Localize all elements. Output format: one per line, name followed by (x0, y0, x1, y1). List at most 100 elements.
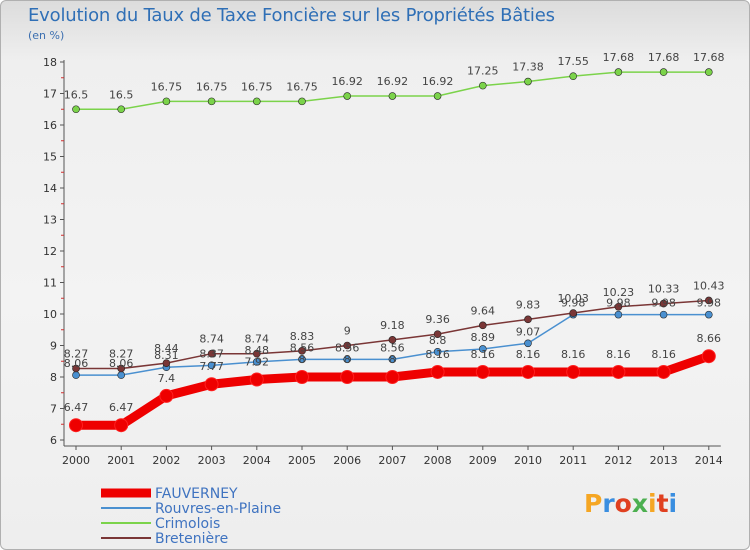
data-point-rouvres-en-plaine (659, 310, 668, 319)
data-label-crimolois: 16.92 (377, 75, 409, 88)
x-tick-label: 2008 (424, 454, 452, 467)
data-point-rouvres-en-plaine (298, 355, 306, 364)
y-tick-label: 15 (43, 151, 57, 164)
data-point-crimolois (433, 92, 442, 100)
data-point-breteni-re (704, 296, 713, 305)
logo-letter: i (648, 489, 657, 518)
data-label-crimolois: 17.68 (603, 51, 635, 64)
data-point-crimolois (207, 97, 216, 106)
data-point-fauverney (475, 364, 490, 379)
data-point-breteni-re (388, 336, 397, 344)
data-label-fauverney: 8 (389, 353, 396, 366)
logo-letter: r (602, 489, 615, 518)
data-point-fauverney (566, 364, 581, 379)
data-label-crimolois: 16.75 (286, 80, 318, 93)
data-point-crimolois (478, 81, 487, 90)
y-tick-label: 11 (43, 277, 57, 290)
x-tick-label: 2006 (333, 454, 361, 467)
data-point-crimolois (524, 77, 532, 86)
data-point-rouvres-en-plaine (614, 310, 623, 319)
data-point-crimolois (253, 97, 261, 106)
data-label-rouvres-en-plaine: 9.98 (561, 297, 586, 310)
data-label-rouvres-en-plaine: 8.37 (199, 347, 224, 360)
data-label-rouvres-en-plaine: 9.98 (697, 297, 722, 310)
data-point-fauverney (204, 377, 219, 392)
data-point-breteni-re (478, 321, 487, 330)
y-tick-label: 6 (50, 434, 57, 447)
data-label-rouvres-en-plaine: 8.48 (245, 344, 270, 357)
logo-letter: x (631, 489, 648, 518)
data-label-rouvres-en-plaine: 8.56 (335, 341, 360, 354)
x-tick-label: 2004 (243, 454, 271, 467)
data-label-crimolois: 16.75 (151, 80, 183, 93)
data-point-fauverney (701, 349, 716, 364)
data-point-crimolois (162, 97, 171, 106)
x-tick-label: 2001 (107, 454, 135, 467)
y-tick-label: 14 (43, 182, 57, 195)
data-label-breteni-re: 8.27 (109, 347, 134, 360)
data-point-rouvres-en-plaine (253, 358, 261, 366)
data-label-breteni-re: 10.23 (603, 286, 635, 299)
data-point-rouvres-en-plaine (433, 347, 442, 356)
data-point-fauverney (249, 372, 264, 387)
series-labels: 6.47 6.477.47.77 7.92 8 8 8 8.16 8.16 8.16 8.16 8.… (64, 51, 725, 414)
proxiti-logo: Proxiti (584, 489, 677, 518)
data-point-fauverney (430, 364, 445, 379)
data-point-breteni-re (524, 315, 532, 324)
x-tick-label: 2000 (62, 454, 90, 467)
data-label-fauverney: 7.92 (245, 356, 270, 369)
series-lines (69, 68, 716, 433)
data-point-rouvres-en-plaine (478, 345, 487, 353)
y-tick-label: 12 (43, 245, 57, 258)
data-label-fauverney: 7.77 (199, 360, 224, 373)
data-point-rouvres-en-plaine (207, 361, 216, 370)
logo-letter: P (584, 489, 603, 518)
data-point-breteni-re (207, 349, 216, 358)
data-label-breteni-re: 10.33 (648, 283, 680, 296)
data-label-crimolois: 17.68 (693, 51, 725, 64)
data-label-rouvres-en-plaine: 9.07 (516, 325, 541, 338)
data-label-breteni-re: 8.74 (199, 333, 224, 346)
data-label-breteni-re: 10.43 (693, 279, 725, 292)
data-point-fauverney (114, 418, 129, 433)
x-tick-label: 2007 (378, 454, 406, 467)
data-label-breteni-re: 8.27 (64, 347, 89, 360)
data-point-rouvres-en-plaine (524, 339, 532, 348)
data-label-rouvres-en-plaine: 8.06 (109, 357, 134, 370)
data-point-crimolois (117, 105, 125, 114)
data-label-fauverney: 8.16 (651, 348, 676, 361)
data-label-breteni-re: 9.83 (516, 298, 541, 311)
data-label-crimolois: 16.5 (64, 88, 89, 101)
data-point-fauverney (656, 364, 671, 379)
logo-letter: i (668, 489, 678, 518)
data-label-breteni-re: 8.44 (154, 342, 179, 355)
x-tick-label: 2010 (514, 454, 542, 467)
data-point-breteni-re (614, 302, 623, 311)
data-label-rouvres-en-plaine: 8.89 (471, 331, 496, 344)
data-label-fauverney: 8.16 (425, 348, 450, 361)
data-label-breteni-re: 9.36 (425, 313, 450, 326)
data-label-breteni-re: 10.03 (557, 292, 589, 305)
data-label-rouvres-en-plaine: 8.56 (380, 341, 405, 354)
data-label-fauverney: 6.47 (109, 401, 134, 414)
data-point-fauverney (295, 370, 309, 384)
x-tick-label: 2002 (152, 454, 180, 467)
legend-label-rouvres-en-plaine: Rouvres-en-Plaine (155, 501, 281, 517)
data-point-fauverney (611, 364, 626, 379)
y-tick-label: 16 (43, 119, 57, 132)
legend-label-breteni-re: Bretenière (155, 531, 228, 547)
data-label-fauverney: 8.66 (697, 332, 722, 345)
data-label-rouvres-en-plaine: 9.98 (651, 297, 676, 310)
data-point-breteni-re (433, 330, 442, 338)
legend-label-fauverney: FAUVERNEY (155, 486, 238, 502)
data-point-breteni-re (659, 299, 668, 308)
data-point-rouvres-en-plaine (343, 355, 352, 364)
data-label-crimolois: 16.5 (109, 88, 134, 101)
data-point-breteni-re (162, 359, 171, 367)
data-point-fauverney (521, 364, 535, 379)
data-label-crimolois: 16.92 (331, 75, 363, 88)
data-point-crimolois (343, 92, 352, 100)
data-label-crimolois: 17.38 (512, 61, 544, 74)
data-point-breteni-re (569, 309, 578, 317)
